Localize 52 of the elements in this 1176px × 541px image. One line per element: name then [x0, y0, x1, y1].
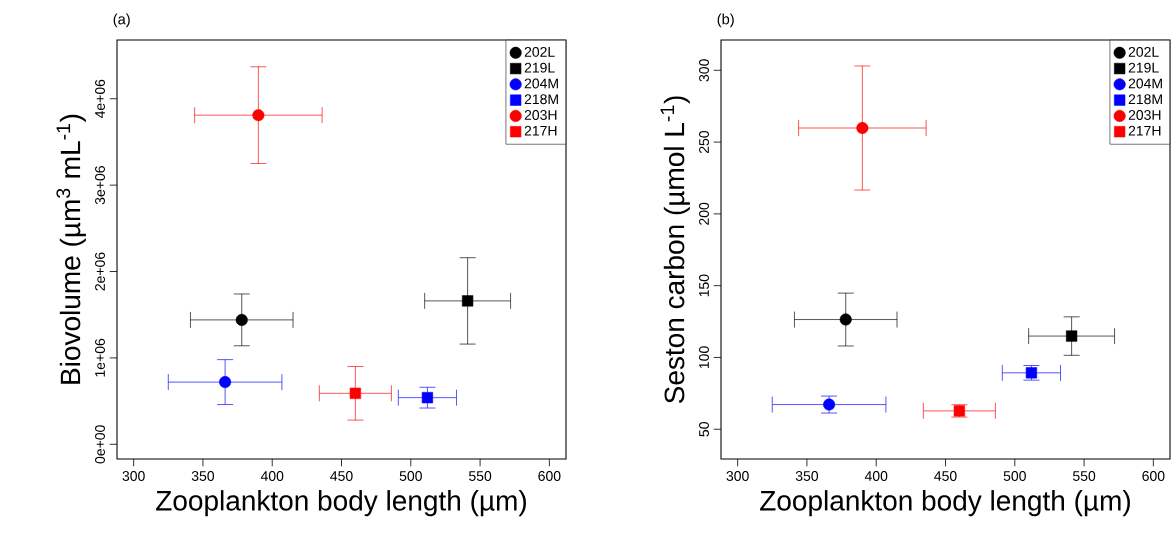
x-tick-label: 550: [468, 471, 492, 481]
legend-label: 218M: [1128, 94, 1162, 105]
y-tick-label: 250: [699, 130, 709, 154]
x-axis-title: Zooplankton body length (µm): [760, 490, 1130, 517]
x-tick-label: 450: [934, 471, 957, 481]
y-tick-label: 300: [699, 59, 709, 82]
x-tick-label: 300: [122, 471, 145, 481]
y-tick-label: 2e+06: [95, 252, 105, 291]
point: [856, 122, 869, 135]
y-tick-label: 4e+06: [95, 79, 105, 119]
point: [839, 313, 852, 326]
chart-title: (a): [113, 13, 130, 28]
point: [235, 313, 248, 326]
y-axis-title: Biovolume (µm$^{3}$ mL$^{-1}$): [56, 114, 86, 384]
legend-label: 217H: [524, 125, 557, 136]
x-tick-label: 600: [1142, 471, 1165, 481]
x-tick-label: 350: [795, 471, 819, 481]
legend-label: 218M: [524, 94, 558, 105]
x-tick-label: 500: [1003, 471, 1026, 481]
chart-title: (b): [717, 13, 734, 28]
point: [1066, 330, 1078, 342]
x-tick-label: 400: [864, 471, 888, 481]
point: [219, 376, 232, 389]
legend-label: 204M: [524, 78, 558, 89]
x-tick-label: 550: [1072, 471, 1096, 481]
legend-label: 202L: [1128, 46, 1159, 57]
y-tick-label: 0e+00: [95, 425, 105, 464]
legend-label: 219L: [1128, 62, 1159, 73]
point: [421, 392, 434, 404]
point: [462, 295, 474, 307]
point: [252, 109, 265, 122]
y-tick-label: 1e+06: [95, 338, 105, 377]
legend-label: 219L: [524, 62, 555, 73]
x-tick-label: 500: [399, 471, 422, 481]
legend-label: 217H: [1128, 125, 1161, 136]
x-tick-label: 400: [260, 471, 284, 481]
point: [349, 387, 361, 399]
x-tick-label: 350: [191, 471, 215, 481]
y-tick-label: 100: [699, 346, 709, 369]
y-tick-label: 200: [699, 202, 709, 225]
x-tick-label: 450: [330, 471, 353, 481]
y-tick-label: 3e+06: [95, 166, 105, 205]
x-tick-label: 300: [726, 471, 749, 481]
y-axis-title: Seston carbon (µmol L$^{-1}$): [660, 96, 690, 404]
x-tick-label: 600: [538, 471, 561, 481]
y-tick-label: 50: [699, 422, 709, 437]
legend-label: 204M: [1128, 78, 1162, 89]
legend-label: 202L: [524, 46, 555, 57]
legend-label: 203H: [1128, 110, 1161, 120]
y-tick-label: 150: [699, 274, 709, 297]
x-axis-title: Zooplankton body length (µm): [156, 490, 526, 517]
legend-label: 203H: [524, 110, 557, 120]
